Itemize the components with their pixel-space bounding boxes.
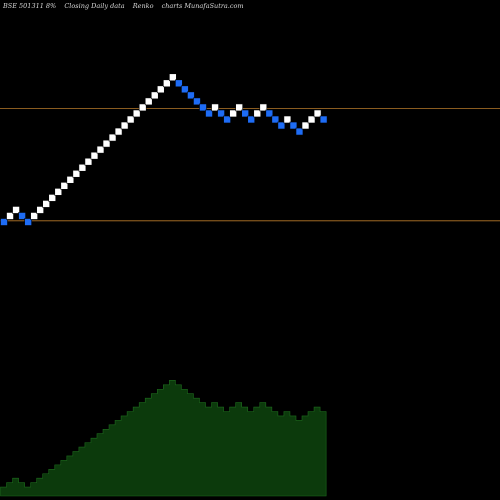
renko-brick — [18, 212, 26, 220]
renko-brick — [12, 206, 20, 214]
renko-brick — [78, 163, 87, 172]
chart-header: BSE 501311 8% Closing Daily data Renko c… — [3, 2, 250, 10]
caption-label: Closing Daily data — [64, 2, 125, 10]
renko-brick — [24, 218, 32, 226]
renko-brick — [169, 73, 177, 82]
renko-brick — [48, 194, 57, 202]
renko-brick — [277, 121, 286, 130]
renko-brick — [259, 103, 268, 112]
renko-brick — [319, 115, 328, 124]
renko-brick — [283, 115, 292, 124]
renko-brick — [42, 200, 51, 208]
renko-brick — [187, 91, 195, 100]
renko-brick — [6, 212, 14, 220]
renko-brick — [66, 175, 75, 184]
renko-brick — [156, 85, 165, 94]
renko-brick — [193, 97, 201, 106]
renko-brick — [181, 85, 189, 94]
renko-brick — [138, 103, 147, 112]
renko-brick — [217, 109, 225, 118]
renko-brick — [271, 115, 280, 124]
site-label: charts MunafaSutra.com — [161, 2, 244, 10]
lower-panel — [0, 380, 327, 497]
renko-brick — [205, 109, 213, 118]
renko-brick — [211, 103, 219, 112]
renko-brick — [90, 151, 99, 160]
chart-kind-label: Renko — [132, 2, 154, 10]
renko-brick — [30, 212, 38, 220]
renko-brick — [114, 127, 123, 136]
renko-brick — [126, 115, 135, 124]
renko-brick — [229, 109, 237, 118]
renko-brick — [132, 109, 141, 118]
renko-brick — [120, 121, 129, 130]
renko-brick — [72, 169, 81, 178]
renko-brick — [295, 127, 304, 136]
renko-brick — [247, 115, 256, 124]
renko-brick — [163, 79, 171, 88]
reference-lines — [0, 108, 500, 222]
renko-brick — [175, 79, 183, 88]
renko-brick — [84, 157, 93, 166]
renko-brick — [235, 103, 243, 112]
lower-area — [0, 380, 327, 497]
renko-brick — [241, 109, 249, 118]
renko-brick — [289, 121, 298, 130]
renko-brick — [150, 91, 159, 100]
renko-brick — [108, 133, 117, 142]
renko-brick — [313, 109, 322, 118]
renko-brick — [301, 121, 310, 130]
renko-brick — [223, 115, 231, 124]
renko-brick — [102, 139, 111, 148]
renko-brick — [96, 145, 105, 154]
renko-brick — [36, 206, 44, 214]
renko-brick — [199, 103, 207, 112]
renko-brick — [0, 218, 8, 226]
renko-bricks — [0, 73, 328, 226]
renko-brick — [60, 182, 69, 190]
symbol-label: BSE 501311 8% — [3, 2, 57, 10]
renko-brick — [54, 188, 63, 196]
renko-brick — [144, 97, 153, 106]
renko-brick — [265, 109, 274, 118]
renko-brick — [307, 115, 316, 124]
renko-brick — [253, 109, 262, 118]
